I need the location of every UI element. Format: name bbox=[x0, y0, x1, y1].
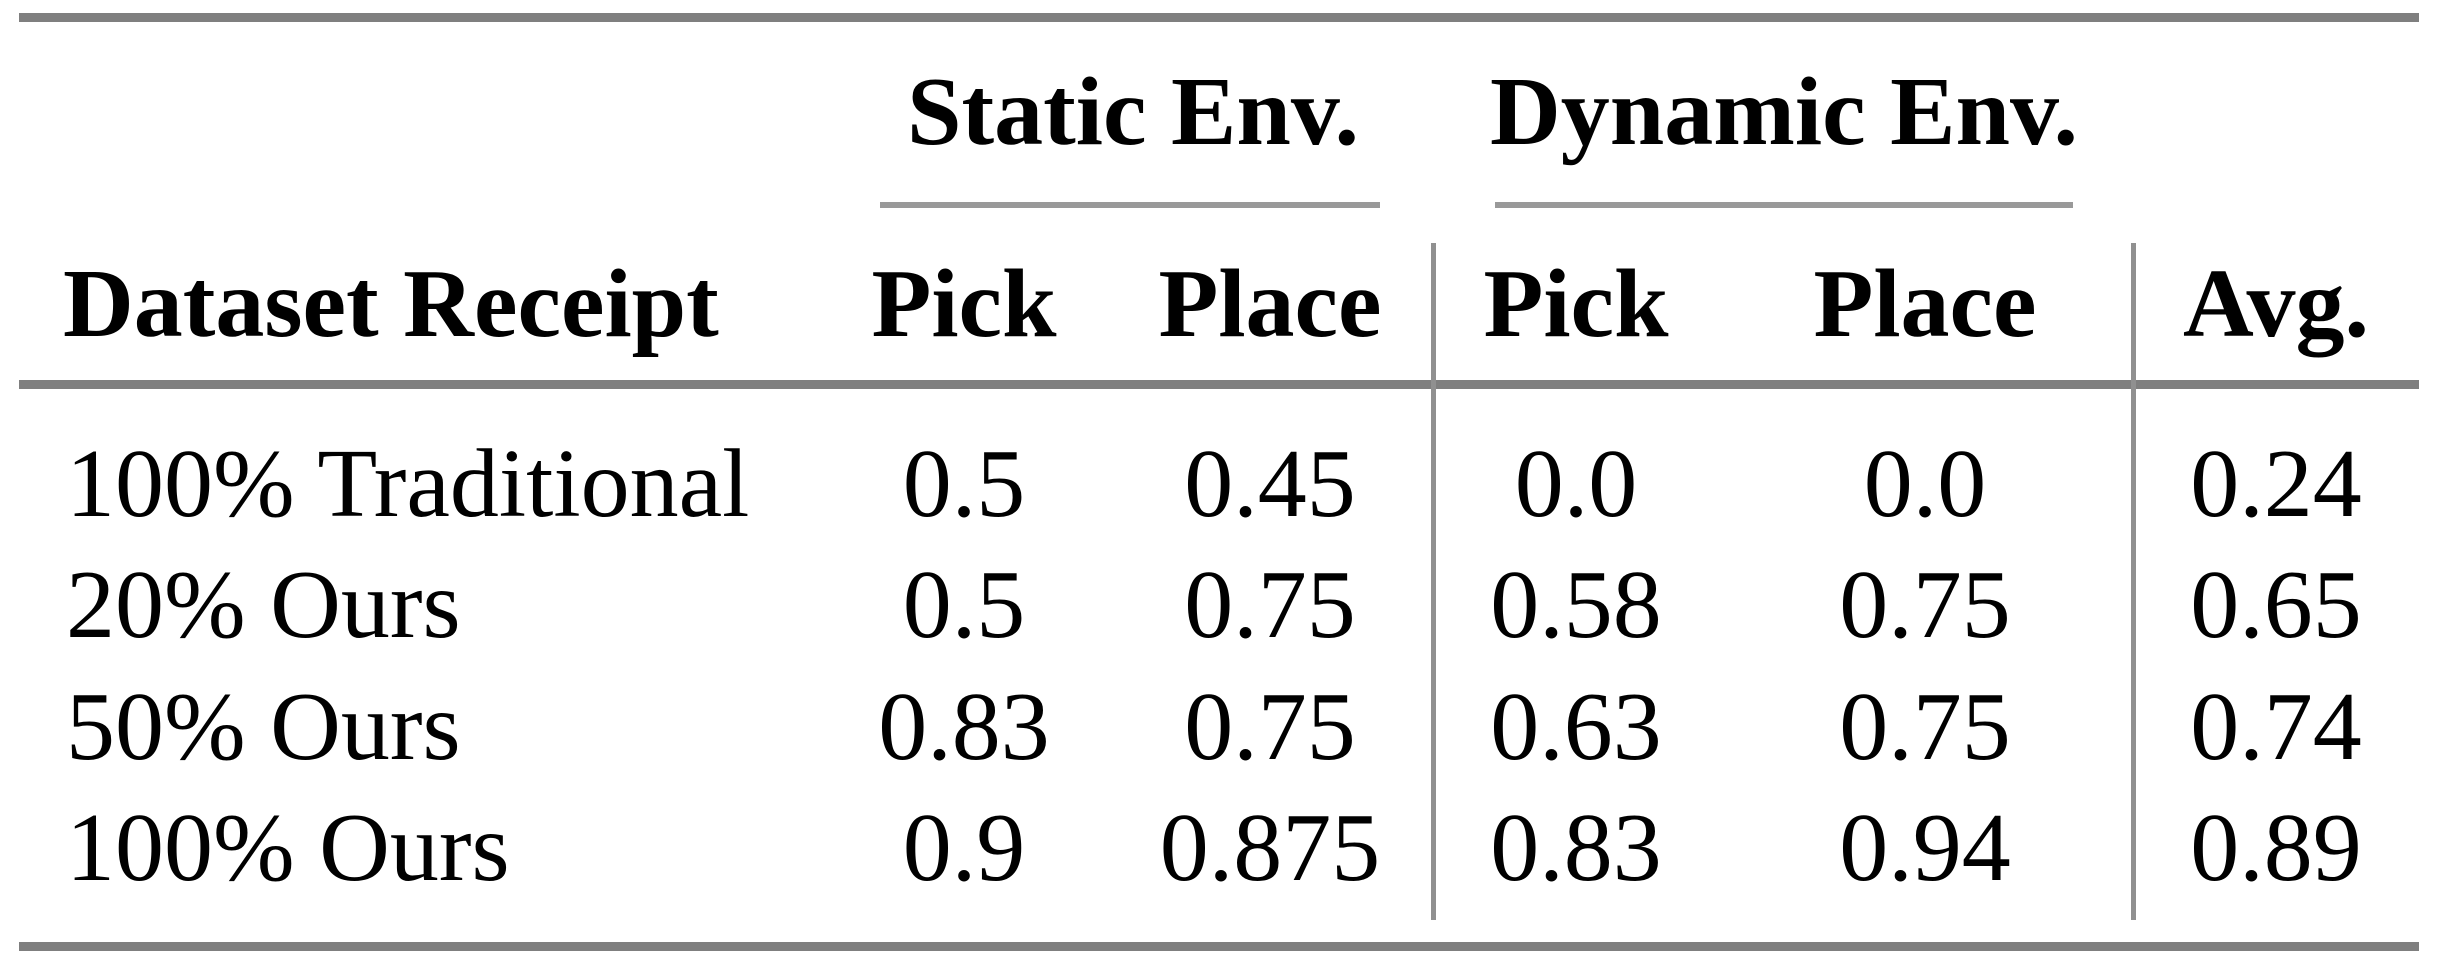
cell-dynamic-pick: 0.0 bbox=[1514, 430, 1638, 538]
cell-static-pick: 0.5 bbox=[902, 430, 1026, 538]
top-rule bbox=[19, 13, 2419, 22]
row-label: 20% Ours bbox=[66, 551, 461, 659]
cell-dynamic-pick: 0.83 bbox=[1490, 794, 1662, 902]
column-header-dynamic-place: Place bbox=[1813, 250, 2037, 358]
column-header-dataset-receipt: Dataset Receipt bbox=[63, 250, 719, 358]
group-header-static-env: Static Env. bbox=[907, 58, 1359, 166]
cell-avg: 0.89 bbox=[2190, 794, 2362, 902]
group-header-dynamic-env: Dynamic Env. bbox=[1489, 58, 2079, 166]
row-label: 100% Ours bbox=[66, 794, 510, 902]
cell-static-pick: 0.83 bbox=[878, 673, 1050, 781]
row-label: 50% Ours bbox=[66, 673, 461, 781]
cell-dynamic-pick: 0.63 bbox=[1490, 673, 1662, 781]
vertical-separator-2 bbox=[2131, 243, 2136, 920]
cell-dynamic-place: 0.0 bbox=[1863, 430, 1987, 538]
column-header-avg: Avg. bbox=[2183, 250, 2369, 358]
cell-dynamic-place: 0.75 bbox=[1839, 551, 2011, 659]
cell-dynamic-pick: 0.58 bbox=[1490, 551, 1662, 659]
column-header-static-pick: Pick bbox=[871, 250, 1057, 358]
cell-dynamic-place: 0.75 bbox=[1839, 673, 2011, 781]
cell-static-pick: 0.9 bbox=[902, 794, 1026, 902]
static-env-cmidrule bbox=[880, 202, 1380, 208]
cell-avg: 0.65 bbox=[2190, 551, 2362, 659]
dynamic-env-cmidrule bbox=[1495, 202, 2073, 208]
cell-avg: 0.74 bbox=[2190, 673, 2362, 781]
row-label: 100% Traditional bbox=[66, 430, 750, 538]
mid-rule bbox=[19, 380, 2419, 389]
column-header-dynamic-pick: Pick bbox=[1483, 250, 1669, 358]
cell-static-place: 0.875 bbox=[1159, 794, 1381, 902]
cell-static-pick: 0.5 bbox=[902, 551, 1026, 659]
bottom-rule bbox=[19, 942, 2419, 951]
cell-avg: 0.24 bbox=[2190, 430, 2362, 538]
column-header-static-place: Place bbox=[1158, 250, 1382, 358]
vertical-separator-1 bbox=[1431, 243, 1436, 920]
cell-static-place: 0.75 bbox=[1184, 551, 1356, 659]
cell-dynamic-place: 0.94 bbox=[1839, 794, 2011, 902]
cell-static-place: 0.45 bbox=[1184, 430, 1356, 538]
cell-static-place: 0.75 bbox=[1184, 673, 1356, 781]
